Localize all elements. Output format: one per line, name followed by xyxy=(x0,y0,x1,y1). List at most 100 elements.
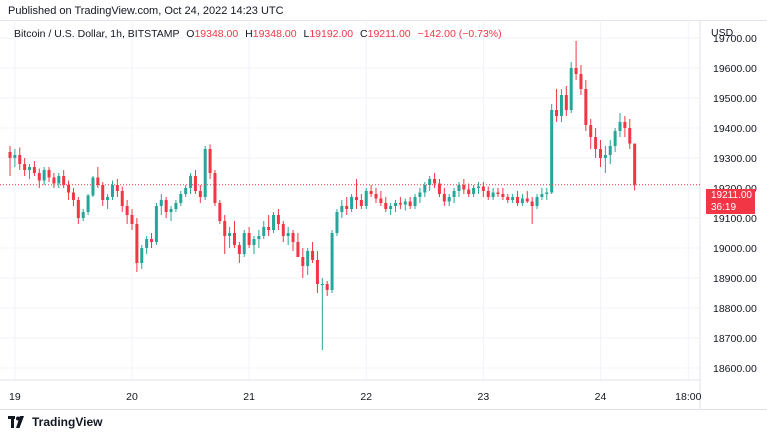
candle-body xyxy=(76,200,80,218)
candle-body xyxy=(208,149,212,173)
candle xyxy=(511,194,515,203)
candle-body xyxy=(110,185,114,197)
candle xyxy=(18,147,22,170)
candle xyxy=(198,185,202,203)
candle xyxy=(213,170,217,206)
candle xyxy=(535,194,539,209)
candle-body xyxy=(506,197,510,200)
bar-countdown: 36:19 xyxy=(711,202,737,213)
candle-body xyxy=(452,191,456,197)
price-tick-label: 19500.00 xyxy=(713,93,757,105)
high-label: H xyxy=(245,28,253,40)
candle-body xyxy=(628,128,632,144)
candle xyxy=(579,65,583,95)
candle-body xyxy=(520,198,524,203)
price-chart[interactable]: 19700.00 19600.00 19500.00 19400.00 19300.00… xyxy=(0,20,767,410)
candle xyxy=(52,173,56,188)
open-label: O xyxy=(186,28,195,40)
candle-body xyxy=(311,251,315,260)
candle-body xyxy=(37,173,41,181)
candle-body xyxy=(125,206,129,215)
candle xyxy=(81,209,85,221)
candle xyxy=(559,89,563,122)
candle-body xyxy=(140,248,144,263)
candle-body xyxy=(623,122,627,128)
candle xyxy=(437,179,441,197)
close-label: C xyxy=(360,28,368,40)
candle-body xyxy=(345,206,349,209)
price-tick-label: 18800.00 xyxy=(713,303,757,315)
candle xyxy=(13,149,17,167)
candle-body xyxy=(262,227,266,236)
candle-body xyxy=(223,221,227,236)
candle-body xyxy=(350,197,354,209)
candle xyxy=(496,188,500,197)
candle xyxy=(545,188,549,200)
low-label: L xyxy=(303,28,310,40)
candle xyxy=(389,203,393,215)
candle-body xyxy=(589,125,593,137)
candle-body xyxy=(120,191,124,206)
candle-body xyxy=(447,197,451,202)
price-tick-label: 19400.00 xyxy=(713,123,757,135)
candle-body xyxy=(550,110,554,193)
price-tick-label: 19300.00 xyxy=(713,153,757,165)
candle-body xyxy=(413,197,417,206)
candle xyxy=(540,188,544,200)
candle-body xyxy=(618,122,622,131)
candle xyxy=(154,203,158,245)
candle-body xyxy=(374,194,378,199)
candle-body xyxy=(511,197,515,200)
candle-body xyxy=(574,68,578,74)
candle-body xyxy=(213,173,217,203)
candle xyxy=(340,200,344,218)
price-tick-label: 19100.00 xyxy=(713,213,757,225)
candle-body xyxy=(481,186,485,191)
candle-body xyxy=(608,146,612,155)
candle xyxy=(164,197,168,218)
time-tick-label: 19 xyxy=(9,391,21,403)
tradingview-brand[interactable]: TradingView xyxy=(32,415,103,429)
time-tick-label: 18:00 xyxy=(675,391,701,403)
candle xyxy=(276,209,280,230)
candle xyxy=(574,41,578,80)
candle-body xyxy=(594,137,598,149)
candle xyxy=(262,221,266,239)
candle xyxy=(125,200,129,224)
candle-body xyxy=(603,155,607,158)
published-caption: Published on TradingView.com, Oct 24, 20… xyxy=(8,5,284,17)
candle-body xyxy=(306,251,310,266)
candle xyxy=(218,200,222,224)
candle-body xyxy=(291,233,295,242)
candle xyxy=(120,186,124,212)
candle-body xyxy=(433,179,437,184)
candle xyxy=(467,183,471,197)
time-tick-label: 24 xyxy=(595,391,607,403)
candle-body xyxy=(613,131,617,146)
candle xyxy=(257,230,261,248)
candle-body xyxy=(154,206,158,242)
candle xyxy=(589,119,593,149)
candle-body xyxy=(130,215,134,224)
candle xyxy=(516,191,520,206)
candle xyxy=(91,176,95,197)
candle-body xyxy=(584,89,588,125)
candle-body xyxy=(535,197,539,206)
candle-body xyxy=(325,284,329,290)
candle xyxy=(306,248,310,275)
candle xyxy=(384,197,388,212)
candle-body xyxy=(42,170,46,181)
symbol-title: Bitcoin / U.S. Dollar, 1h, BITSTAMP xyxy=(14,28,180,40)
candle xyxy=(159,194,163,215)
candle xyxy=(462,179,466,194)
candle-body xyxy=(247,233,251,245)
candle xyxy=(184,185,188,197)
candle xyxy=(476,182,480,194)
footer: TradingView xyxy=(8,414,102,430)
candle-body xyxy=(467,189,471,194)
candle-body xyxy=(472,188,476,194)
candle xyxy=(130,209,134,230)
candle-body xyxy=(335,212,339,233)
candle xyxy=(101,182,105,206)
candle-body xyxy=(276,215,280,224)
